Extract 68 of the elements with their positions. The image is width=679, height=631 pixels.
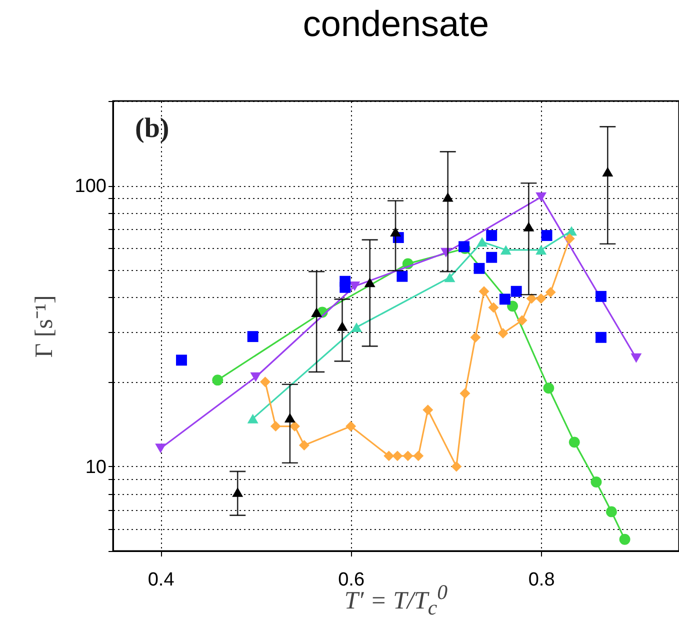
point: [289, 421, 300, 432]
point: [346, 421, 356, 432]
point: [390, 226, 401, 236]
point: [444, 272, 456, 282]
point: [516, 315, 528, 326]
y-tick-label: 10: [85, 456, 106, 478]
point: [451, 461, 462, 472]
point: [478, 286, 490, 297]
point: [596, 332, 606, 343]
point: [392, 450, 403, 462]
point: [336, 321, 348, 331]
point: [442, 192, 454, 202]
point: [564, 233, 575, 244]
point: [396, 270, 408, 282]
point: [536, 192, 547, 202]
point: [270, 421, 281, 432]
point: [486, 252, 498, 263]
point: [526, 293, 537, 304]
point: [543, 382, 554, 394]
point: [486, 230, 498, 241]
point: [630, 353, 642, 363]
point: [311, 307, 322, 317]
point: [298, 440, 310, 450]
point: [402, 450, 414, 462]
y-tick-label: 100: [74, 176, 106, 198]
point: [498, 328, 508, 338]
point: [568, 436, 580, 448]
point: [536, 245, 547, 255]
point: [260, 376, 270, 388]
point: [340, 282, 351, 293]
point: [596, 290, 606, 302]
x-tick-label: 0.8: [528, 570, 555, 590]
point: [247, 331, 258, 342]
point: [476, 237, 488, 247]
point: [351, 322, 362, 332]
point: [364, 278, 376, 288]
point: [232, 487, 244, 497]
point: [606, 506, 617, 518]
point: [602, 166, 614, 176]
point: [507, 300, 518, 312]
point: [422, 404, 434, 416]
point: [541, 230, 552, 241]
point: [349, 282, 360, 292]
y-axis-title: Γ [s⁻¹]: [30, 295, 58, 358]
point: [470, 332, 481, 343]
point: [284, 413, 296, 423]
point: [460, 388, 470, 399]
point: [488, 302, 499, 313]
annotation: (b): [135, 113, 170, 144]
point: [499, 294, 510, 305]
point: [474, 262, 485, 274]
point: [155, 444, 166, 454]
point: [566, 226, 577, 236]
point: [176, 354, 187, 366]
x-tick-label: 0.4: [148, 570, 175, 590]
point: [250, 372, 262, 382]
point: [545, 287, 556, 298]
chart-title: condensate: [302, 3, 490, 44]
point: [413, 450, 424, 462]
point: [619, 534, 630, 545]
point: [536, 293, 546, 304]
point: [500, 245, 512, 255]
point: [384, 450, 394, 462]
point: [510, 286, 522, 297]
point: [212, 374, 224, 386]
point: [247, 414, 258, 424]
point: [523, 222, 534, 232]
point: [590, 476, 602, 488]
